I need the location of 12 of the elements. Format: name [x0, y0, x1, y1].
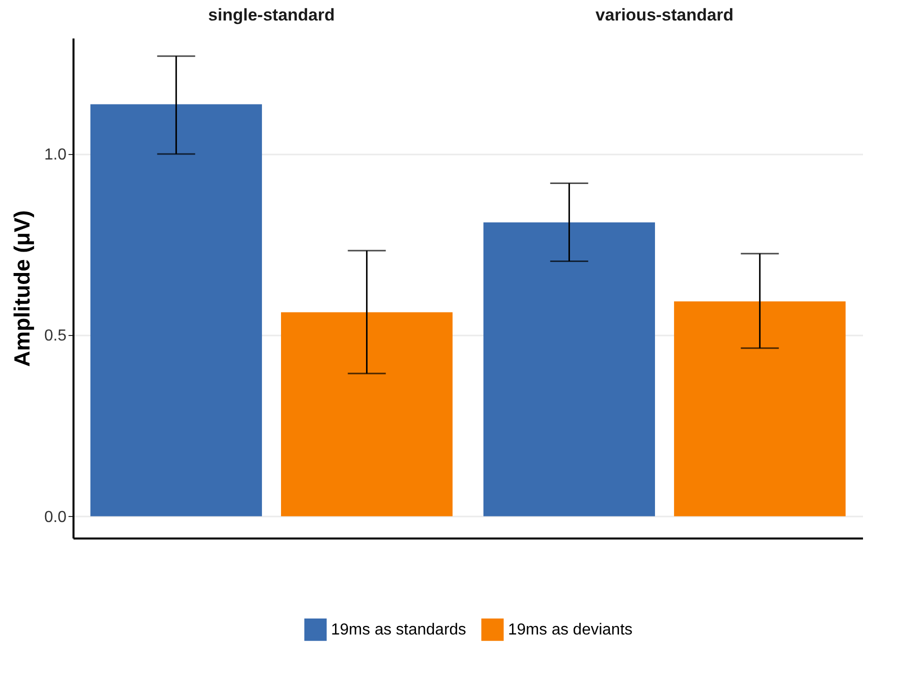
bar [483, 222, 655, 516]
x-tick-label: various-standard [596, 6, 734, 24]
y-tick-label: 0.0 [44, 508, 67, 526]
bar [90, 104, 262, 516]
y-tick-label: 1.0 [44, 146, 67, 164]
y-tick-label: 0.5 [44, 328, 67, 345]
x-tick-label: single-standard [208, 6, 335, 24]
bar [281, 312, 453, 516]
y-axis-title: Amplitude (μV) [9, 210, 34, 367]
bar [674, 301, 846, 516]
legend-label: 19ms as deviants [508, 622, 633, 639]
legend-label: 19ms as standards [331, 622, 466, 639]
